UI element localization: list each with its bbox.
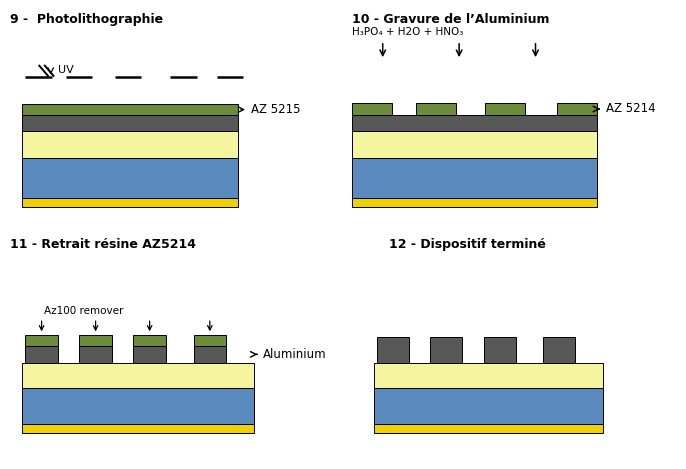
Text: 12 - Dispositif terminé: 12 - Dispositif terminé — [389, 238, 545, 251]
Bar — [22, 158, 239, 198]
Bar — [22, 363, 254, 387]
Text: 9 -  Photolithographie: 9 - Photolithographie — [10, 13, 163, 26]
Bar — [352, 103, 392, 115]
Bar — [374, 363, 603, 387]
Bar — [25, 335, 58, 346]
Bar — [374, 424, 603, 432]
Bar — [352, 158, 597, 198]
Bar — [22, 104, 239, 115]
Bar — [22, 198, 239, 207]
Bar — [374, 387, 603, 424]
Bar — [543, 337, 576, 363]
Bar — [485, 103, 525, 115]
Bar — [193, 335, 226, 346]
Text: AZ 5215: AZ 5215 — [238, 103, 300, 116]
Bar — [133, 335, 166, 346]
Bar — [430, 337, 462, 363]
Text: AZ 5214: AZ 5214 — [593, 103, 655, 115]
Bar — [416, 103, 456, 115]
Bar — [352, 198, 597, 207]
Text: Aluminium: Aluminium — [250, 348, 327, 361]
Bar — [377, 337, 409, 363]
Bar — [22, 115, 239, 131]
Bar — [133, 346, 166, 363]
Bar — [80, 335, 112, 346]
Bar — [557, 103, 597, 115]
Bar — [484, 337, 516, 363]
Bar — [80, 346, 112, 363]
Bar — [22, 387, 254, 424]
Bar — [25, 346, 58, 363]
Bar — [22, 131, 239, 158]
Text: Az100 remover: Az100 remover — [45, 306, 123, 316]
Text: UV: UV — [58, 65, 73, 75]
Bar — [352, 115, 597, 131]
Bar — [193, 346, 226, 363]
Bar — [352, 131, 597, 158]
Text: H₃PO₄ + H2O + HNO₃: H₃PO₄ + H2O + HNO₃ — [352, 27, 464, 38]
Bar — [22, 424, 254, 432]
Text: 10 - Gravure de l’Aluminium: 10 - Gravure de l’Aluminium — [352, 13, 549, 26]
Text: 11 - Retrait résine AZ5214: 11 - Retrait résine AZ5214 — [10, 238, 196, 251]
